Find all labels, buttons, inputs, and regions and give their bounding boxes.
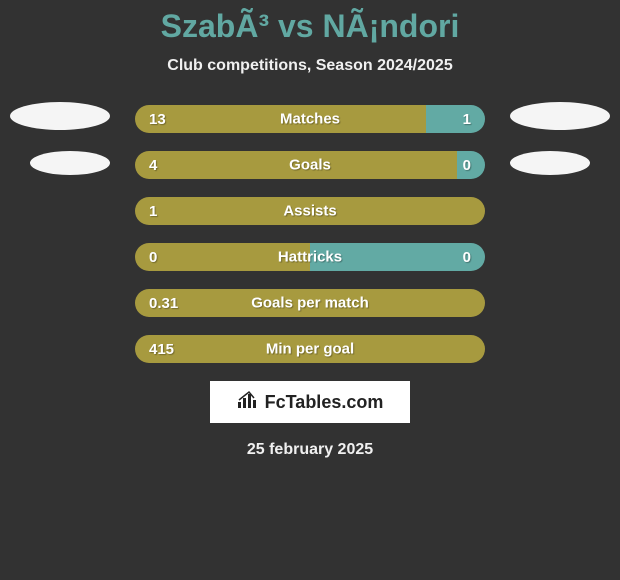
page-title: SzabÃ³ vs NÃ¡ndori <box>0 8 620 45</box>
stat-label: Hattricks <box>278 249 342 266</box>
subtitle: Club competitions, Season 2024/2025 <box>0 57 620 75</box>
stat-value-right: 0 <box>463 249 485 266</box>
player-right-avatar-1 <box>510 102 610 130</box>
stats-area: 13 1 Matches 4 0 Goals 1 Assists 0 0 Hattricks 0.31… <box>0 105 620 459</box>
player-left-avatar-1 <box>10 102 110 130</box>
stat-label: Goals <box>289 157 331 174</box>
comparison-infographic: SzabÃ³ vs NÃ¡ndori Club competitions, Se… <box>0 0 620 580</box>
fctables-badge: FcTables.com <box>210 381 410 423</box>
badge-text: FcTables.com <box>265 392 384 413</box>
stats-container: 13 1 Matches 4 0 Goals 1 Assists 0 0 Hattricks 0.31… <box>0 105 620 363</box>
stat-row: 0.31 Goals per match <box>135 289 485 317</box>
stat-label: Matches <box>280 111 340 128</box>
chart-icon <box>237 389 259 416</box>
stat-row: 0 0 Hattricks <box>135 243 485 271</box>
stat-value-right: 1 <box>463 111 485 128</box>
stat-value-left: 0 <box>135 249 157 266</box>
stat-label: Min per goal <box>266 341 354 358</box>
player-right-avatar-2 <box>510 151 590 175</box>
stat-value-right: 0 <box>463 157 485 174</box>
stat-label: Goals per match <box>251 295 369 312</box>
stat-row: 4 0 Goals <box>135 151 485 179</box>
stat-row: 415 Min per goal <box>135 335 485 363</box>
stat-value-left: 415 <box>135 341 174 358</box>
stat-value-left: 1 <box>135 203 157 220</box>
bar-right: 0 <box>457 151 485 179</box>
player-left-avatar-2 <box>30 151 110 175</box>
stat-value-left: 13 <box>135 111 166 128</box>
stat-row: 13 1 Matches <box>135 105 485 133</box>
bar-right: 1 <box>426 105 486 133</box>
stat-label: Assists <box>283 203 336 220</box>
stat-value-left: 4 <box>135 157 157 174</box>
stat-value-left: 0.31 <box>135 295 178 312</box>
date-label: 25 february 2025 <box>0 441 620 459</box>
stat-row: 1 Assists <box>135 197 485 225</box>
